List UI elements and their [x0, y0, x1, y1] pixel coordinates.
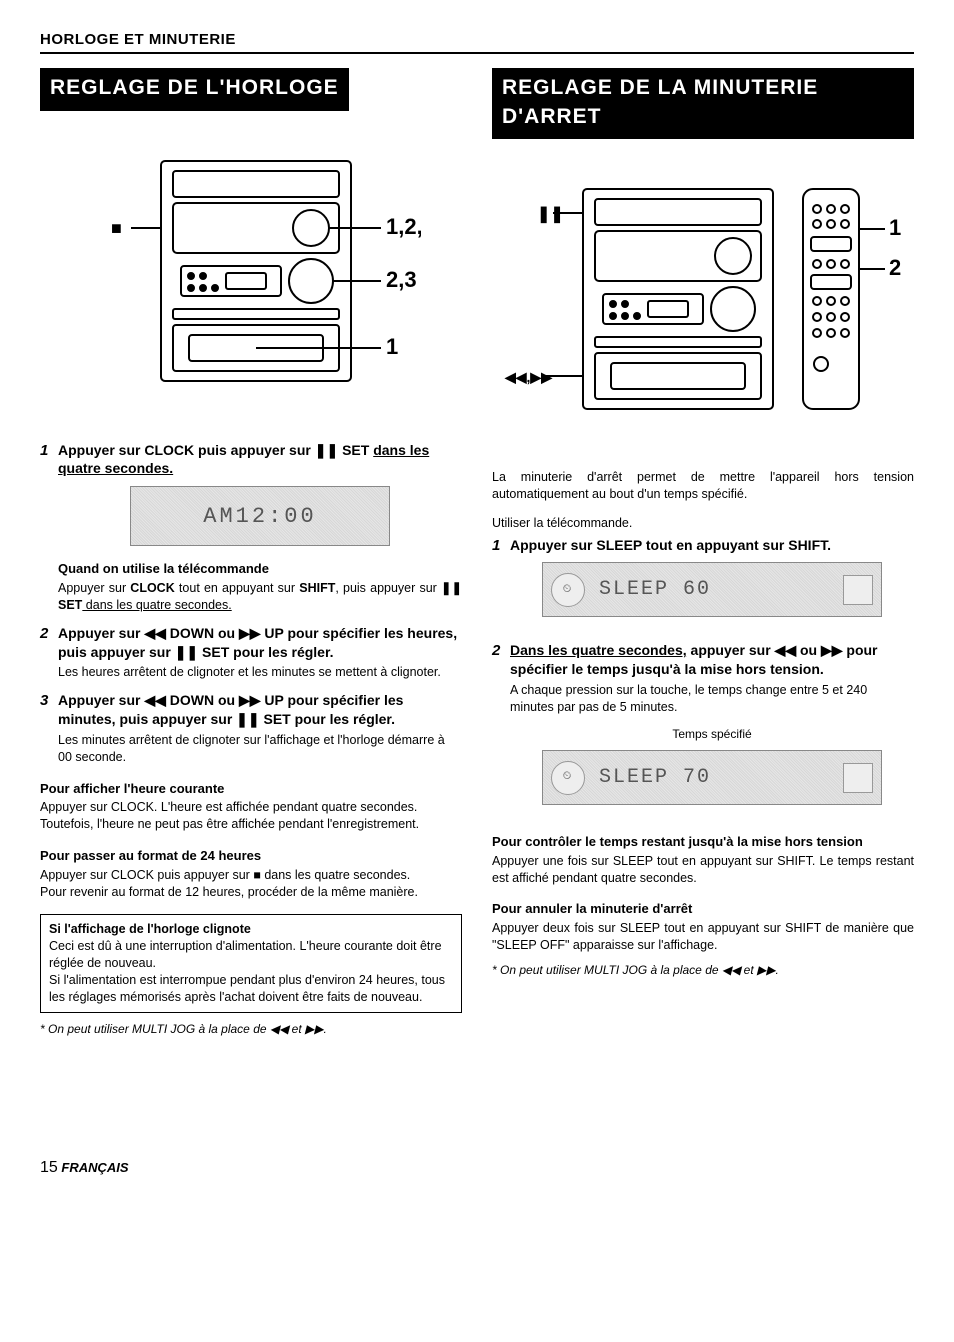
- diagram-label-c: 1: [386, 334, 398, 359]
- page-number: 15: [40, 1159, 58, 1176]
- notebox-head: Si l'affichage de l'horloge clignote: [49, 921, 453, 938]
- right-step-2: 2 Dans les quatre secondes, appuyer sur …: [492, 641, 914, 819]
- diagram-stop-icon: ■: [111, 218, 122, 238]
- left-step-1: 1 Appuyer sur CLOCK puis appuyer sur ❚❚ …: [40, 441, 462, 614]
- left-footnote: * On peut utiliser MULTI JOG à la place …: [40, 1021, 462, 1037]
- step-number: 2: [492, 641, 510, 819]
- block-cancel-sleep: Pour annuler la minuterie d'arrêt Appuye…: [492, 900, 914, 953]
- page-language: FRANÇAIS: [61, 1160, 128, 1175]
- diagram-remote-2: 2: [889, 255, 901, 280]
- lcd-box-icon: [843, 575, 873, 605]
- step-head: Appuyer sur ◀◀ DOWN ou ▶▶ UP pour spécif…: [58, 624, 462, 662]
- block-head: Pour contrôler le temps restant jusqu'à …: [492, 833, 914, 851]
- right-step-1: 1 Appuyer sur SLEEP tout en appuyant sur…: [492, 536, 914, 632]
- diagram-pause-icon: ❚❚: [537, 206, 564, 224]
- block-24h: Pour passer au format de 24 heures Appuy…: [40, 847, 462, 900]
- block-head: Pour annuler la minuterie d'arrêt: [492, 900, 914, 918]
- diagram-seek-icon: ◀◀,▶▶: [504, 369, 553, 385]
- page-header: HORLOGE ET MINUTERIE: [40, 30, 914, 54]
- diagram-label-a: 1,2,3: [386, 214, 421, 239]
- diagram-remote-1: 1: [889, 215, 901, 240]
- left-column: REGLAGE DE L'HORLOGE: [40, 68, 462, 1037]
- lcd-text: SLEEP 60: [599, 576, 829, 603]
- diagram-label-b: 2,3: [386, 267, 417, 292]
- left-device-diagram: 1,2,3 2,3 1 ■: [40, 141, 462, 401]
- block-check-time: Pour contrôler le temps restant jusqu'à …: [492, 833, 914, 886]
- step-detail: A chaque pression sur la touche, le temp…: [510, 682, 914, 716]
- step-text-underlined: Dans les quatre secondes,: [510, 642, 687, 658]
- clock-icon: ⏲: [551, 761, 585, 795]
- step-number: 1: [40, 441, 58, 614]
- step-head: Appuyer sur SLEEP tout en appuyant sur S…: [510, 536, 914, 555]
- block-head: Pour afficher l'heure courante: [40, 780, 462, 798]
- note-box: Si l'affichage de l'horloge clignote Cec…: [40, 914, 462, 1012]
- block-text: Appuyer une fois sur SLEEP tout en appuy…: [492, 853, 914, 887]
- step-detail: Les minutes arrêtent de clignoter sur l'…: [58, 732, 462, 766]
- remote-note-head: Quand on utilise la télécommande: [58, 560, 462, 578]
- right-device-diagram: ❚❚ ◀◀,▶▶ 1 2: [492, 169, 914, 429]
- step-detail: Les heures arrêtent de clignoter et les …: [58, 664, 462, 681]
- block-text: Appuyer sur CLOCK. L'heure est affichée …: [40, 799, 462, 833]
- left-section-title: REGLAGE DE L'HORLOGE: [40, 68, 349, 110]
- right-footnote: * On peut utiliser MULTI JOG à la place …: [492, 962, 914, 978]
- notebox-text: Ceci est dû à une interruption d'aliment…: [49, 938, 453, 1006]
- lcd-caption: Temps spécifié: [510, 726, 914, 742]
- block-text: Appuyer deux fois sur SLEEP tout en appu…: [492, 920, 914, 954]
- lcd-text: AM12:00: [203, 502, 316, 532]
- step-number: 2: [40, 624, 58, 682]
- clock-icon: ⏲: [551, 573, 585, 607]
- remote-note-text: Appuyer sur CLOCK tout en appuyant sur S…: [58, 580, 462, 614]
- step-text: Appuyer sur CLOCK puis appuyer sur: [58, 442, 315, 458]
- lcd-display: AM12:00: [130, 486, 390, 546]
- pause-icon: ❚❚: [315, 442, 338, 458]
- lcd-box-icon: [843, 763, 873, 793]
- step-number: 1: [492, 536, 510, 632]
- block-show-time: Pour afficher l'heure courante Appuyer s…: [40, 780, 462, 833]
- right-column: REGLAGE DE LA MINUTERIE D'ARRET: [492, 68, 914, 1037]
- right-section-title: REGLAGE DE LA MINUTERIE D'ARRET: [492, 68, 914, 139]
- lcd-display: ⏲ SLEEP 60: [542, 562, 882, 617]
- block-head: Pour passer au format de 24 heures: [40, 847, 462, 865]
- lcd-text: SLEEP 70: [599, 764, 829, 791]
- left-step-2: 2 Appuyer sur ◀◀ DOWN ou ▶▶ UP pour spéc…: [40, 624, 462, 682]
- step-number: 3: [40, 691, 58, 766]
- step-head: Appuyer sur ◀◀ DOWN ou ▶▶ UP pour spécif…: [58, 691, 462, 729]
- step-text: SET: [338, 442, 373, 458]
- page-footer: 15 FRANÇAIS: [40, 1157, 914, 1179]
- right-pre: Utiliser la télécommande.: [492, 515, 914, 532]
- left-step-3: 3 Appuyer sur ◀◀ DOWN ou ▶▶ UP pour spéc…: [40, 691, 462, 766]
- block-text: Appuyer sur CLOCK puis appuyer sur ■ dan…: [40, 867, 462, 901]
- right-intro: La minuterie d'arrêt permet de mettre l'…: [492, 469, 914, 503]
- lcd-display: ⏲ SLEEP 70: [542, 750, 882, 805]
